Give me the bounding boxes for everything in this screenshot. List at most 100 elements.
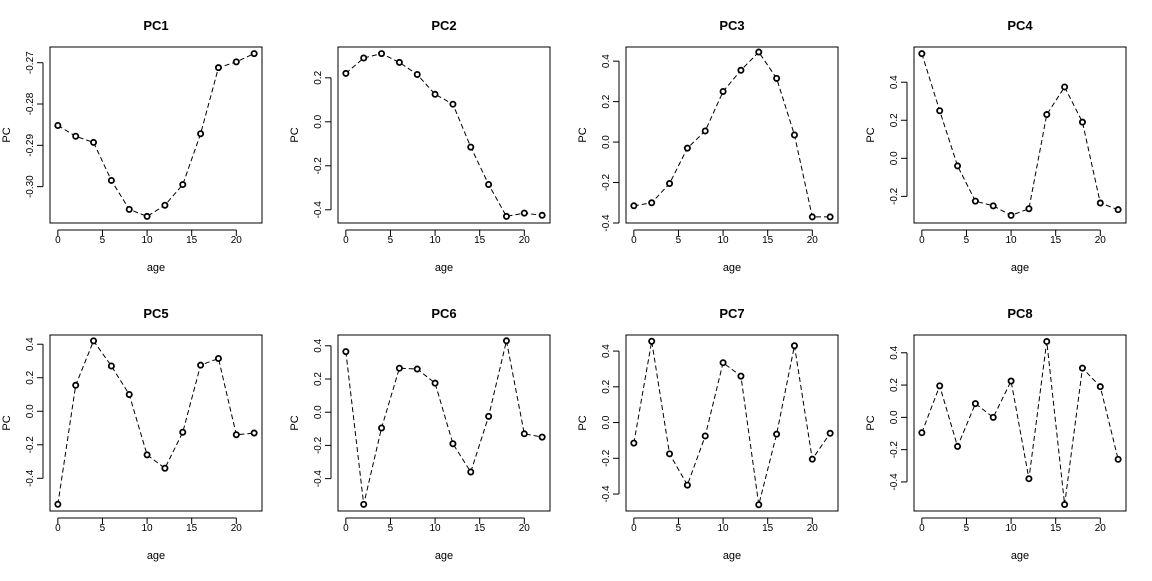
panel-pc4: PC4 0 5 10 15 20 age -0.2 0.0 0.2 0.4 PC <box>865 18 1127 274</box>
plot-frame <box>625 46 839 224</box>
y-tick-label: -0.2 <box>25 436 36 454</box>
data-point <box>413 71 421 79</box>
panel-title: PC2 <box>431 18 456 33</box>
x-axis-label: age <box>435 550 453 562</box>
data-point <box>378 50 386 58</box>
data-point <box>936 382 944 390</box>
y-axis-label: PC <box>289 415 301 430</box>
data-point <box>143 212 151 220</box>
data-point <box>701 127 709 135</box>
data-point <box>125 205 133 213</box>
y-tick-label: 0.4 <box>889 75 900 89</box>
x-tick-label: 15 <box>762 235 774 246</box>
plot-frame <box>913 334 1127 512</box>
data-point <box>197 130 205 138</box>
data-point <box>161 464 169 472</box>
data-point <box>90 138 98 146</box>
panel-pc6: PC6 0 5 10 15 20 age -0.4 -0.2 0.0 0.2 0.4 PC <box>289 306 551 562</box>
panel-pc1: PC1 0 5 10 15 20 age -0.30 -0.29 -0.28 -0.27 PC <box>1 18 263 274</box>
panel-title: PC5 <box>143 306 168 321</box>
y-tick-label: 0.2 <box>601 94 612 108</box>
y-tick-label: 0.0 <box>313 114 324 128</box>
data-point <box>918 50 926 58</box>
data-point <box>232 58 240 66</box>
data-point <box>683 144 691 152</box>
x-tick-label: 20 <box>807 235 819 246</box>
data-point <box>719 359 727 367</box>
data-point <box>826 429 834 437</box>
x-tick-label: 10 <box>142 235 154 246</box>
x-tick-label: 0 <box>631 235 637 246</box>
data-point <box>1096 383 1104 391</box>
data-point <box>538 433 546 441</box>
y-tick-label: -0.2 <box>601 173 612 191</box>
plot-frame <box>337 334 551 512</box>
y-tick-label: 0.4 <box>889 345 900 359</box>
data-point <box>467 143 475 151</box>
y-axis-label: PC <box>865 415 877 430</box>
data-point <box>755 48 763 56</box>
x-tick-label: 20 <box>519 523 531 534</box>
data-point <box>250 429 258 437</box>
data-point <box>954 162 962 170</box>
data-point <box>467 468 475 476</box>
plot-frame <box>913 46 1127 224</box>
y-axis-label: PC <box>865 127 877 142</box>
x-axis-label: age <box>723 550 741 562</box>
x-tick-label: 10 <box>1006 235 1018 246</box>
y-axis-label: PC <box>1 415 13 430</box>
data-point <box>666 450 674 458</box>
data-point <box>179 181 187 189</box>
data-point <box>342 69 350 77</box>
data-point <box>773 74 781 82</box>
data-point <box>360 54 368 62</box>
panel-title: PC7 <box>719 306 744 321</box>
data-point <box>1114 455 1122 463</box>
data-point <box>737 372 745 380</box>
data-point <box>1078 118 1086 126</box>
x-tick-label: 0 <box>919 523 925 534</box>
x-tick-label: 15 <box>1050 523 1062 534</box>
y-tick-label: 0.0 <box>889 410 900 424</box>
y-tick-label: -0.4 <box>601 214 612 232</box>
y-tick-label: -0.28 <box>25 92 36 115</box>
y-axis-label: PC <box>577 415 589 430</box>
data-point <box>449 440 457 448</box>
data-point <box>431 379 439 387</box>
x-axis-label: age <box>723 262 741 274</box>
data-point <box>342 348 350 356</box>
data-point <box>737 66 745 74</box>
data-point <box>701 432 709 440</box>
y-tick-label: -0.4 <box>313 201 324 219</box>
data-point <box>630 202 638 210</box>
series-line <box>633 51 831 218</box>
y-tick-label: 0.4 <box>25 337 36 351</box>
x-tick-label: 15 <box>1050 235 1062 246</box>
x-axis-label: age <box>1011 550 1029 562</box>
x-tick-label: 20 <box>231 235 243 246</box>
data-point <box>54 121 62 129</box>
x-tick-label: 0 <box>919 235 925 246</box>
data-point <box>520 209 528 217</box>
x-tick-label: 10 <box>718 523 730 534</box>
data-point <box>971 197 979 205</box>
data-point <box>1043 337 1051 345</box>
data-point <box>125 391 133 399</box>
panel-pc2: PC2 0 5 10 15 20 age -0.4 -0.2 0.0 0.2 PC <box>289 18 551 274</box>
y-tick-label: 0.2 <box>601 379 612 393</box>
data-point <box>413 365 421 373</box>
data-point <box>72 132 80 140</box>
data-point <box>214 64 222 72</box>
data-point <box>395 364 403 372</box>
y-tick-label: 0.4 <box>601 344 612 358</box>
data-point <box>683 481 691 489</box>
y-tick-label: 0.0 <box>889 151 900 165</box>
data-point <box>538 211 546 219</box>
series-line <box>57 339 255 505</box>
data-point <box>1007 377 1015 385</box>
plot-frame <box>337 46 551 224</box>
x-tick-label: 15 <box>474 523 486 534</box>
data-point <box>485 180 493 188</box>
data-point <box>449 100 457 108</box>
